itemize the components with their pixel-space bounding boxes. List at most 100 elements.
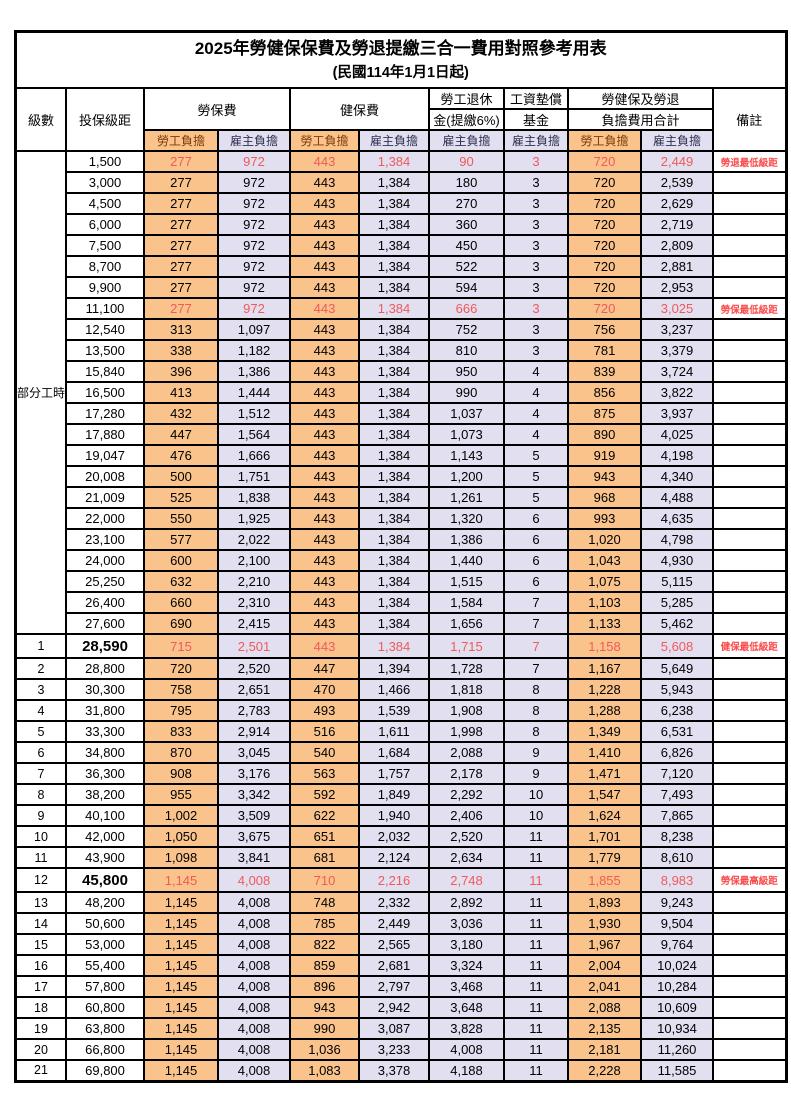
cell-value: 443 xyxy=(289,381,361,404)
table-row: 9,900 277 972 443 1,384 594 3 720 2,953 xyxy=(16,276,788,299)
cell-value: 1,701 xyxy=(567,825,643,848)
cell-value: 4,008 xyxy=(217,954,292,977)
cell-value: 1,145 xyxy=(143,996,220,1019)
cell-value: 3,087 xyxy=(358,1017,431,1040)
table-row: 8 38,200 955 3,342 592 1,849 2,292 10 1,547 7,493 xyxy=(14,783,788,806)
cell-value: 443 xyxy=(289,171,361,194)
table-row: 7,500 277 972 443 1,384 450 3 720 2,809 xyxy=(16,234,788,257)
table-row: 9 40,100 1,002 3,509 622 1,940 2,406 10 1,624 7,8… xyxy=(14,804,788,827)
cell-value: 1,838 xyxy=(217,486,292,509)
cell-value: 7,120 xyxy=(640,762,715,785)
cell-bracket: 28,800 xyxy=(65,657,146,680)
cell-value: 3,724 xyxy=(640,360,715,383)
cell-value: 1,751 xyxy=(217,465,292,488)
table-row: 26,400 660 2,310 443 1,384 1,584 7 1,103 5,285 xyxy=(16,591,788,614)
cell-value: 277 xyxy=(143,192,220,215)
cell-level: 8 xyxy=(14,783,68,806)
table-row: 27,600 690 2,415 443 1,384 1,656 7 1,133 5,462 xyxy=(16,612,788,635)
cell-value: 277 xyxy=(143,276,220,299)
cell-value: 3,237 xyxy=(640,318,715,341)
cell-value: 443 xyxy=(289,591,361,614)
cell-value: 1,182 xyxy=(217,339,292,362)
cell-value: 2,809 xyxy=(640,234,715,257)
cell-level: 18 xyxy=(14,996,68,1019)
cell-bracket: 36,300 xyxy=(65,762,146,785)
cell-value: 5,608 xyxy=(640,633,715,659)
cell-value: 3,937 xyxy=(640,402,715,425)
cell-value: 1,145 xyxy=(143,954,220,977)
table-row: 14 50,600 1,145 4,008 785 2,449 3,036 11 1,930 9,… xyxy=(14,912,788,935)
cell-remark xyxy=(712,612,788,635)
cell-value: 9,504 xyxy=(640,912,715,935)
cell-value: 2,881 xyxy=(640,255,715,278)
cell-value: 5 xyxy=(503,486,570,509)
cell-bracket: 26,400 xyxy=(65,591,146,614)
cell-value: 3,025 xyxy=(640,297,715,320)
cell-value: 11 xyxy=(503,954,570,977)
cell-value: 1,384 xyxy=(358,486,431,509)
cell-value: 1,384 xyxy=(358,381,431,404)
cell-value: 1,002 xyxy=(143,804,220,827)
cell-value: 3 xyxy=(503,297,570,320)
cell-value: 4,008 xyxy=(217,975,292,998)
cell-value: 522 xyxy=(428,255,506,278)
cell-value: 955 xyxy=(143,783,220,806)
cell-value: 2,449 xyxy=(358,912,431,935)
cell-value: 11 xyxy=(503,1017,570,1040)
cell-value: 413 xyxy=(143,381,220,404)
cell-value: 1,384 xyxy=(358,213,431,236)
cell-value: 1,288 xyxy=(567,699,643,722)
cell-value: 2,181 xyxy=(567,1038,643,1061)
cell-value: 277 xyxy=(143,234,220,257)
cell-bracket: 48,200 xyxy=(65,891,146,914)
cell-value: 10,284 xyxy=(640,975,715,998)
cell-value: 1,998 xyxy=(428,720,506,743)
cell-remark xyxy=(712,234,788,257)
cell-remark xyxy=(712,360,788,383)
cell-value: 919 xyxy=(567,444,643,467)
cell-bracket: 4,500 xyxy=(65,192,146,215)
cell-value: 11 xyxy=(503,846,570,869)
cell-value: 1,384 xyxy=(358,150,431,173)
page-subtitle: (民國114年1月1日起) xyxy=(332,65,469,81)
cell-value: 1,384 xyxy=(358,318,431,341)
cell-value: 443 xyxy=(289,465,361,488)
cell-value: 8,983 xyxy=(640,867,715,893)
cell-value: 972 xyxy=(217,171,292,194)
cell-bracket: 43,900 xyxy=(65,846,146,869)
cell-value: 4,025 xyxy=(640,423,715,446)
table-row: 13,500 338 1,182 443 1,384 810 3 781 3,379 xyxy=(16,339,788,362)
cell-value: 2,124 xyxy=(358,846,431,869)
header-pension-line2: 金(提繳6%) xyxy=(428,108,506,131)
cell-remark xyxy=(712,318,788,341)
cell-value: 748 xyxy=(289,891,361,914)
cell-value: 1,261 xyxy=(428,486,506,509)
cell-value: 1,611 xyxy=(358,720,431,743)
cell-bracket: 27,600 xyxy=(65,612,146,635)
cell-value: 2,783 xyxy=(217,699,292,722)
cell-value: 822 xyxy=(289,933,361,956)
cell-value: 870 xyxy=(143,741,220,764)
cell-value: 2,022 xyxy=(217,528,292,551)
cell-value: 720 xyxy=(567,255,643,278)
cell-value: 277 xyxy=(143,213,220,236)
cell-value: 443 xyxy=(289,570,361,593)
cell-remark: 勞退最低級距 xyxy=(712,150,788,173)
cell-bracket: 21,009 xyxy=(65,486,146,509)
cell-value: 313 xyxy=(143,318,220,341)
cell-value: 277 xyxy=(143,150,220,173)
cell-value: 833 xyxy=(143,720,220,743)
cell-value: 3,378 xyxy=(358,1059,431,1082)
cell-value: 577 xyxy=(143,528,220,551)
cell-value: 3,675 xyxy=(217,825,292,848)
cell-value: 443 xyxy=(289,150,361,173)
cell-value: 1,471 xyxy=(567,762,643,785)
cell-remark xyxy=(712,804,788,827)
cell-bracket: 8,700 xyxy=(65,255,146,278)
subheader-pension-employer: 雇主負擔 xyxy=(428,129,506,152)
cell-value: 11 xyxy=(503,867,570,893)
cell-value: 4 xyxy=(503,423,570,446)
cell-bracket: 40,100 xyxy=(65,804,146,827)
cell-value: 4,008 xyxy=(217,912,292,935)
cell-bracket: 20,008 xyxy=(65,465,146,488)
